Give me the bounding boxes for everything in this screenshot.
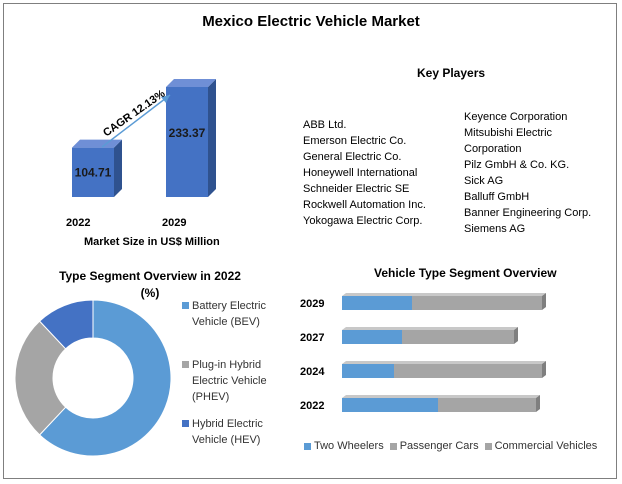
hbar-category-label: 2022 <box>300 400 324 412</box>
hbar-legend-item: Two Wheelers <box>304 440 384 452</box>
bar-side <box>114 139 122 197</box>
hbar-side <box>536 395 540 412</box>
key-player-item: Yokogawa Electric Corp. <box>303 215 423 227</box>
legend-swatch-bev <box>182 302 189 309</box>
hbar-legend-item: Passenger Cars <box>389 440 479 452</box>
hbar-category-label: 2029 <box>300 298 324 310</box>
vehicle-type-chart: 2029 2027 2024 2022 <box>300 293 546 412</box>
hbar-legend-label: Commercial Vehicles <box>494 440 598 452</box>
hbar-segment <box>412 296 542 310</box>
hbar-top <box>342 293 546 296</box>
hbar-legend-swatch <box>389 442 397 450</box>
hbar-segment <box>438 398 536 412</box>
legend-swatch-phev <box>182 361 189 368</box>
key-player-item: Rockwell Automation Inc. <box>303 199 426 211</box>
bar-top <box>72 139 122 148</box>
hbar-legend-label: Two Wheelers <box>314 440 384 452</box>
bar-side <box>208 79 216 197</box>
market-size-caption: Market Size in US$ Million <box>84 236 220 248</box>
donut-title: Type Segment Overview in 2022 <box>59 269 241 283</box>
legend-swatch-hev <box>182 420 189 427</box>
hbar-segment <box>394 364 542 378</box>
vehicle-type-title: Vehicle Type Segment Overview <box>374 266 557 280</box>
key-player-item: Balluff GmbH <box>464 191 530 203</box>
hbar-segment <box>342 330 402 344</box>
key-player-item: Keyence Corporation <box>464 111 568 123</box>
market-x-label-2022: 2022 <box>66 217 91 229</box>
legend-label-phev: Plug-in Hybrid Electric Vehicle (PHEV) <box>192 359 267 403</box>
market-bar <box>166 87 208 197</box>
chart-frame <box>3 3 617 479</box>
cagr-arrowhead <box>161 95 170 103</box>
market-x-label-2029: 2029 <box>162 217 187 229</box>
key-player-item: Schneider Electric SE <box>303 183 410 195</box>
market-bar-value: 233.37 <box>169 126 206 140</box>
key-player-item: ABB Ltd. <box>303 119 347 131</box>
hbar-segment <box>342 398 438 412</box>
hbar-legend-item: Commercial Vehicles <box>484 440 598 452</box>
hbar-legend-label: Passenger Cars <box>399 440 479 452</box>
key-player-item: General Electric Co. <box>303 151 402 163</box>
key-player-item: Honeywell International <box>303 167 418 179</box>
key-players-title: Key Players <box>417 66 486 80</box>
hbar-category-label: 2024 <box>300 366 325 378</box>
donut-slice <box>14 320 67 436</box>
hbar-legend-swatch <box>484 442 492 450</box>
hbar-category-label: 2027 <box>300 332 324 344</box>
donut-title-block: Type Segment Overview in 2022 (%) <box>40 268 260 302</box>
cagr-arrow <box>101 94 171 148</box>
donut-slice <box>38 299 172 457</box>
bar-top <box>166 79 216 87</box>
type-segment-donut <box>14 299 172 457</box>
donut-slice <box>38 299 94 350</box>
key-player-item: Mitsubishi Electric <box>464 127 553 139</box>
key-player-item: Corporation <box>464 143 522 155</box>
key-player-item: Emerson Electric Co. <box>303 135 407 147</box>
hbar-side <box>542 293 546 310</box>
key-player-item: Sick AG <box>464 175 504 187</box>
main-title: Mexico Electric Vehicle Market <box>202 13 420 30</box>
vehicle-type-legend: Two Wheelers Passenger Cars Commercial Veh… <box>304 440 597 452</box>
hbar-segment <box>402 330 514 344</box>
donut-subtitle: (%) <box>140 286 160 300</box>
key-player-item: Siemens AG <box>464 223 526 235</box>
key-player-item: Banner Engineering Corp. <box>464 207 592 219</box>
hbar-side <box>514 327 518 344</box>
hbar-top <box>342 327 518 330</box>
hbar-top <box>342 361 546 364</box>
hbar-segment <box>342 296 412 310</box>
key-players-column-1: ABB Ltd. Emerson Electric Co. General Elec… <box>303 117 426 229</box>
market-bar <box>72 147 114 197</box>
hbar-side <box>542 361 546 378</box>
cagr-label: CAGR 12.13% <box>101 88 168 140</box>
legend-label-hev: Hybrid Electric Vehicle (HEV) <box>192 418 263 446</box>
hbar-legend-swatch <box>304 442 311 450</box>
key-player-item: Pilz GmbH & Co. KG. <box>464 159 570 171</box>
market-bar-value: 104.71 <box>75 165 112 179</box>
key-players-column-2: Keyence Corporation Mitsubishi Electric Co… <box>464 109 591 237</box>
legend-label-bev: Battery Electric Vehicle (BEV) <box>192 300 266 328</box>
hbar-top <box>342 395 540 398</box>
hbar-segment <box>342 364 394 378</box>
